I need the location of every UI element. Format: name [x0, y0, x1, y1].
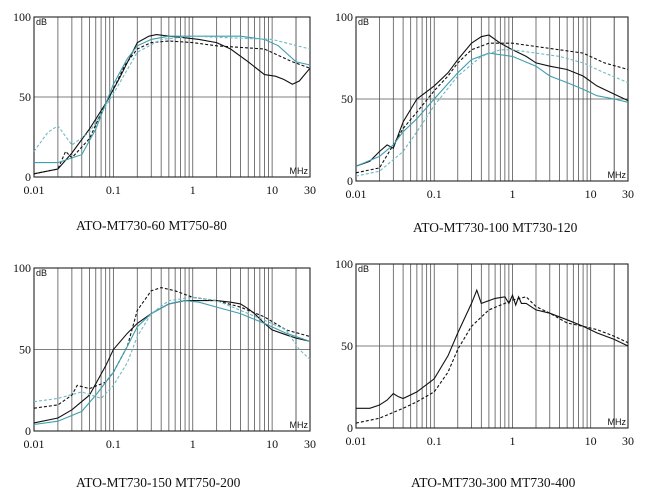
series-line-teal-dashed — [33, 296, 311, 403]
series-line-dashed-black — [355, 42, 629, 174]
y-unit-label: dB — [36, 17, 47, 27]
y-tick-label: 50 — [341, 339, 353, 353]
chart-caption: ATO-MT730-60 MT750-80 — [76, 218, 227, 233]
x-tick-label: 0.1 — [427, 187, 442, 201]
plot-frame — [33, 267, 311, 432]
y-unit-label: dB — [358, 264, 369, 274]
y-tick-label: 50 — [341, 92, 353, 106]
series-line-dashed-black — [33, 40, 311, 175]
x-tick-label: 10 — [266, 183, 278, 197]
x-tick-label: 1 — [509, 187, 515, 201]
x-unit-label: MHz — [608, 417, 627, 427]
y-tick-label: 50 — [19, 90, 31, 104]
x-unit-label: MHz — [290, 420, 309, 430]
chart-panel-2: 0.01 0.1 1 10 30 0 50 100 dB MHz ATO-MT730-100 MT7… — [335, 10, 634, 235]
y-tick-label: 0 — [347, 174, 353, 188]
x-tick-label: 0.01 — [346, 434, 367, 448]
y-tick-label: 0 — [25, 424, 31, 438]
series-line-teal — [355, 52, 629, 167]
y-tick-label: 100 — [335, 10, 353, 24]
x-tick-label: 10 — [585, 434, 597, 448]
y-tick-label: 0 — [25, 170, 31, 184]
x-tick-label: 0.1 — [427, 434, 442, 448]
x-tick-label: 0.1 — [106, 183, 121, 197]
x-tick-label: 30 — [304, 437, 316, 451]
x-tick-label: 10 — [266, 437, 278, 451]
chart-caption: ATO-MT730-150 MT750-200 — [76, 475, 241, 490]
y-tick-label: 100 — [13, 10, 31, 24]
x-tick-label: 1 — [190, 437, 196, 451]
y-tick-label: 50 — [19, 343, 31, 357]
x-tick-label: 30 — [304, 183, 316, 197]
y-unit-label: dB — [358, 17, 369, 27]
y-tick-label: 100 — [335, 257, 353, 271]
series-line-teal — [33, 300, 311, 426]
x-tick-label: 10 — [585, 187, 597, 201]
x-tick-label: 1 — [190, 183, 196, 197]
chart-caption: ATO-MT730-300 MT730-400 — [411, 475, 576, 490]
series-line-teal — [34, 35, 311, 164]
x-tick-label: 0.01 — [346, 187, 367, 201]
x-tick-label: 30 — [622, 187, 634, 201]
series-line-dashed-black — [355, 296, 629, 424]
y-unit-label: dB — [36, 268, 47, 278]
chart-panel-3: 0.01 0.1 1 10 30 0 50 100 dB MHz ATO-MT730-150 MT7… — [13, 261, 316, 490]
chart-panel-4: 0.01 0.1 1 10 30 0 50 100 dB MHz ATO-MT730-300 MT7… — [335, 257, 634, 490]
x-unit-label: MHz — [608, 170, 627, 180]
x-tick-label: 0.1 — [106, 437, 121, 451]
series-line-solid-black — [33, 34, 311, 175]
chart-panel-1: 0.01 0.1 1 10 30 0 50 100 dB MHz ATO-MT730-60 MT75… — [13, 10, 316, 233]
y-tick-label: 0 — [347, 421, 353, 435]
plot-frame — [33, 16, 311, 178]
series-line-dashed-black — [33, 287, 311, 409]
y-tick-label: 100 — [13, 261, 31, 275]
x-tick-label: 30 — [622, 434, 634, 448]
x-tick-label: 1 — [509, 434, 515, 448]
x-tick-label: 0.01 — [24, 183, 45, 197]
series-line-teal-dashed — [33, 35, 311, 152]
plot-frame — [355, 16, 629, 182]
chart-caption: ATO-MT730-100 MT730-120 — [413, 220, 578, 235]
x-tick-label: 0.01 — [24, 437, 45, 451]
x-unit-label: MHz — [290, 166, 309, 176]
